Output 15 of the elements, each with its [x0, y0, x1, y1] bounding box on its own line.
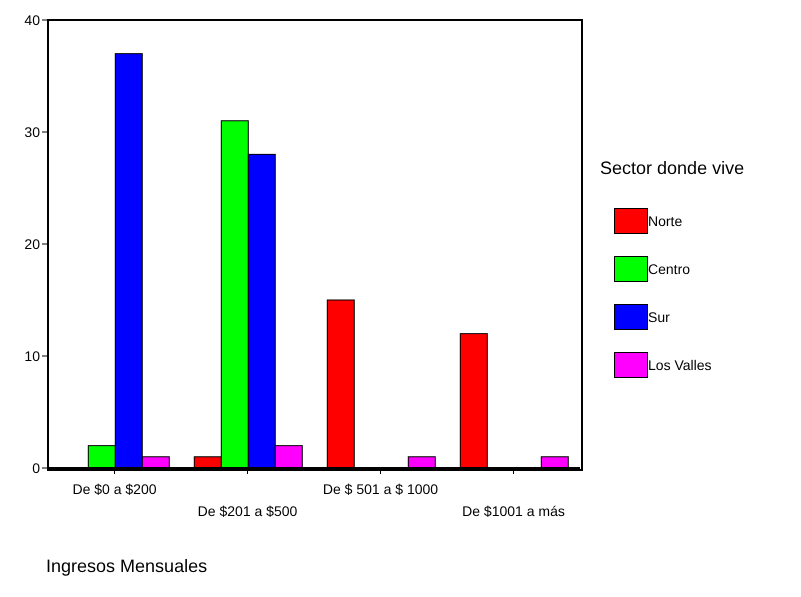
- y-tick-label: 40: [24, 12, 40, 28]
- x-tick-label: De $1001 a más: [462, 503, 565, 519]
- legend-title: Sector donde vive: [600, 158, 746, 178]
- y-tick-label: 10: [24, 348, 40, 364]
- x-tick-label: De $201 a $500: [198, 503, 298, 519]
- legend-label: Norte: [648, 212, 682, 228]
- legend-label: Los Valles: [648, 356, 712, 372]
- legend-label: Centro: [648, 260, 690, 276]
- y-tick-label: 0: [32, 460, 40, 476]
- x-axis-title: Ingresos Mensuales: [46, 556, 208, 577]
- x-tick-label: De $0 a $200: [72, 481, 157, 497]
- x-tick-label: De $ 501 a $ 1000: [322, 481, 438, 497]
- y-tick-label: 20: [24, 236, 40, 252]
- legend-label: Sur: [648, 308, 670, 324]
- y-tick-label: 30: [24, 124, 40, 140]
